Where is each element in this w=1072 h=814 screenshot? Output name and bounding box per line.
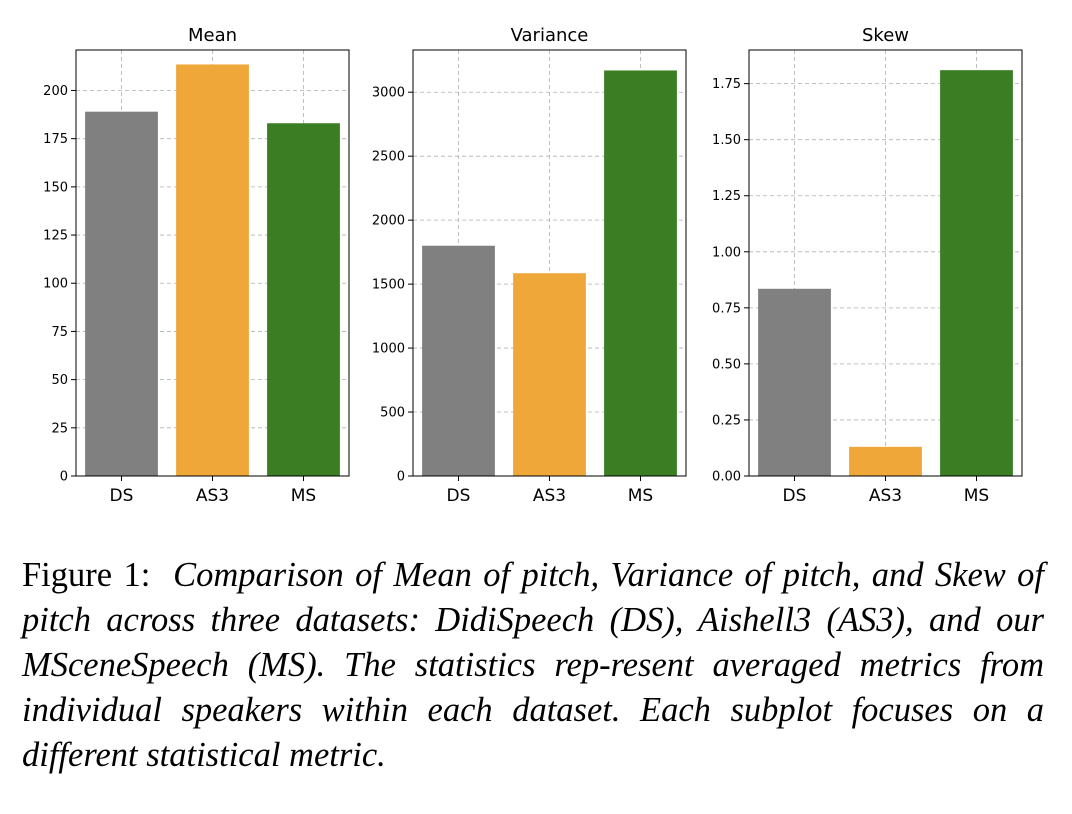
figure-panels: 0 25 50 75 100 125 150 175 200 DS AS3 MS Mean 0 500 100… (43, 25, 1023, 506)
y-tick-label: 200 (43, 84, 68, 99)
y-tick-label: 1.50 (712, 133, 741, 148)
subplot-title: Mean (188, 25, 237, 46)
y-tick-label: 3000 (372, 86, 405, 101)
y-tick-label: 1000 (372, 342, 405, 357)
y-tick-label: 1.00 (712, 245, 741, 260)
x-tick-label-ms: MS (291, 486, 316, 506)
caption-text: Comparison of Mean of pitch, Variance of… (22, 556, 1044, 774)
x-tick-label-ms: MS (628, 486, 653, 506)
bar-ms (940, 70, 1013, 476)
y-tick-label: 125 (43, 229, 68, 244)
x-tick-label-ds: DS (783, 486, 807, 506)
y-tick-label: 25 (51, 421, 68, 436)
y-tick-label: 0.50 (712, 357, 741, 372)
y-tick-label: 0.00 (712, 470, 741, 485)
subplot-title: Skew (862, 25, 909, 46)
y-tick-label: 500 (380, 406, 405, 421)
x-tick-label-as3: AS3 (196, 486, 229, 506)
bar-ms (604, 70, 677, 476)
bar-ds (422, 245, 495, 476)
bar-ds (85, 111, 158, 476)
y-tick-label: 0.25 (712, 413, 741, 428)
y-tick-label: 0 (397, 470, 405, 485)
y-tick-label: 75 (51, 325, 68, 340)
y-tick-label: 50 (51, 373, 68, 388)
subplot-variance: 0 500 1000 1500 2000 2500 3000 DS AS3 MS Variance (372, 25, 687, 506)
x-tick-label-ds: DS (110, 486, 134, 506)
y-tick-label: 0.75 (712, 301, 741, 316)
subplot-skew: 0.00 0.25 0.50 0.75 1.00 1.25 1.50 1.75 DS AS3 MS S… (712, 25, 1023, 506)
x-tick-label-ms: MS (964, 486, 989, 506)
x-tick-label-as3: AS3 (533, 486, 566, 506)
bar-as3 (513, 273, 586, 476)
bar-as3 (176, 64, 249, 476)
y-tick-label: 150 (43, 180, 68, 195)
bar-as3 (849, 446, 922, 476)
caption-label: Figure 1: (22, 556, 151, 594)
y-tick-label: 175 (43, 132, 68, 147)
y-tick-label: 1.75 (712, 77, 741, 92)
subplot-mean: 0 25 50 75 100 125 150 175 200 DS AS3 MS Mean (43, 25, 350, 506)
figure-caption: Figure 1: Comparison of Mean of pitch, V… (22, 553, 1044, 778)
y-tick-label: 1500 (372, 278, 405, 293)
y-tick-label: 100 (43, 277, 68, 292)
y-tick-label: 2500 (372, 150, 405, 165)
y-tick-label: 0 (60, 470, 68, 485)
bar-ms (267, 123, 340, 476)
subplot-title: Variance (511, 25, 589, 46)
y-tick-label: 2000 (372, 214, 405, 229)
x-tick-label-ds: DS (447, 486, 471, 506)
bar-ds (758, 288, 831, 476)
y-tick-label: 1.25 (712, 189, 741, 204)
x-tick-label-as3: AS3 (869, 486, 902, 506)
